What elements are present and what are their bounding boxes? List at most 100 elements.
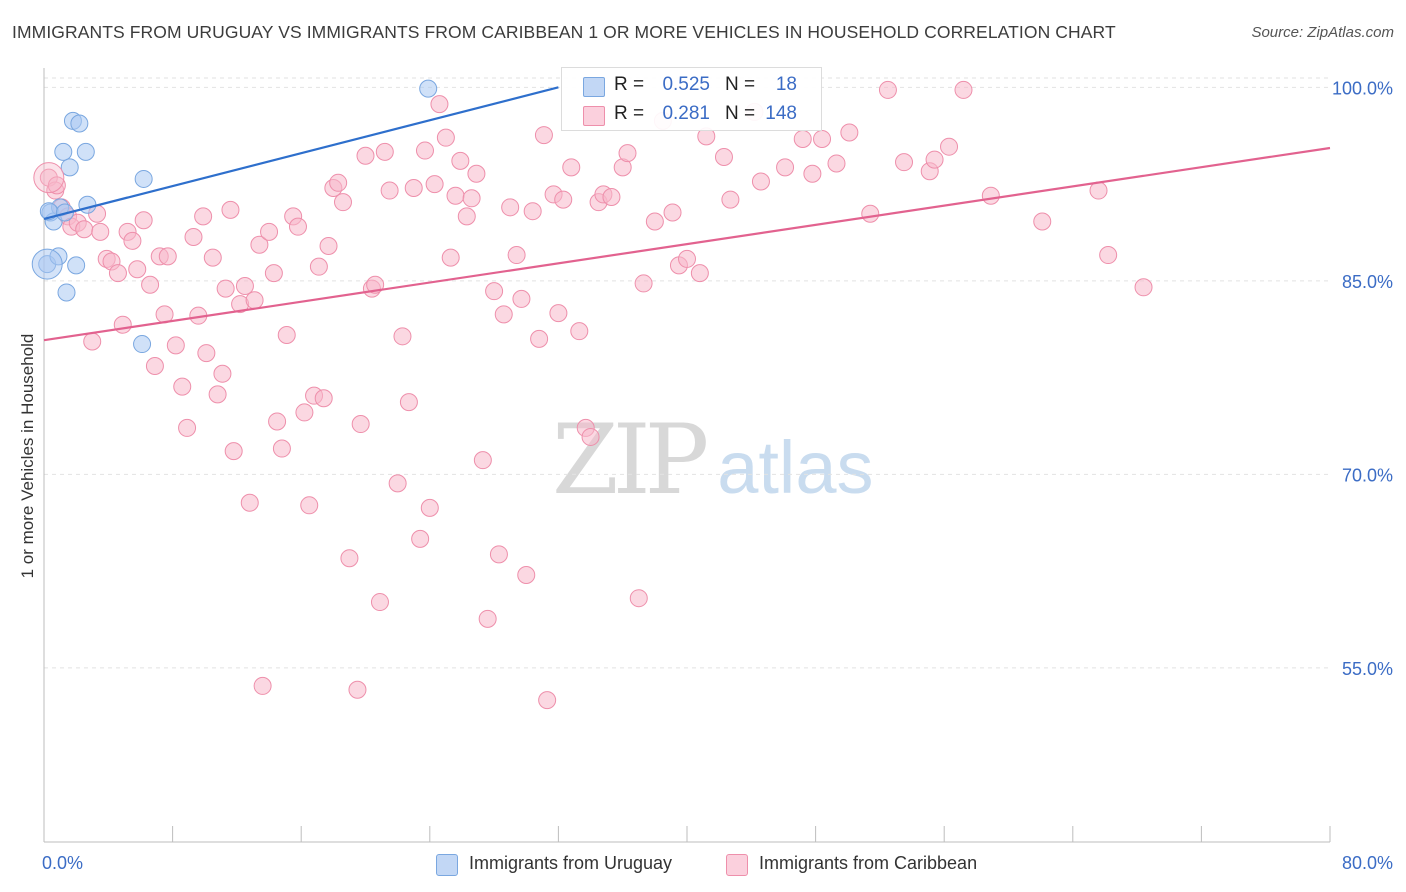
caribbean-point — [158, 247, 177, 266]
caribbean-point — [420, 498, 439, 517]
caribbean-point — [462, 189, 481, 208]
caribbean-legend-swatch — [726, 854, 748, 876]
y-tick-label: 55.0% — [1342, 659, 1393, 679]
r-label: R = — [614, 103, 645, 124]
caribbean-point — [348, 680, 367, 699]
uruguay-point — [54, 142, 73, 161]
caribbean-point — [91, 222, 110, 241]
caribbean-point — [340, 549, 359, 568]
r-label: R = — [614, 74, 645, 95]
caribbean-point — [128, 260, 147, 279]
caribbean-point — [194, 207, 213, 226]
stats-row-uruguay: R = 0.525 N = 18 — [562, 73, 821, 99]
chart-title: IMMIGRANTS FROM URUGUAY VS IMMIGRANTS FR… — [12, 22, 1116, 42]
caribbean-point — [485, 282, 504, 301]
caribbean-point — [221, 200, 240, 219]
caribbean-point — [751, 172, 770, 191]
caribbean-point — [507, 246, 526, 265]
caribbean-point — [861, 204, 880, 223]
caribbean-point — [245, 291, 264, 310]
caribbean-point — [108, 264, 127, 283]
caribbean-point — [173, 377, 192, 396]
caribbean-trend-line — [43, 146, 1331, 342]
caribbean-point — [253, 676, 272, 695]
legend-label: Immigrants from Caribbean — [759, 853, 978, 873]
caribbean-point — [446, 186, 465, 205]
caribbean-point — [478, 609, 497, 628]
caribbean-point — [776, 158, 795, 177]
caribbean-point — [224, 442, 243, 461]
n-value: 148 — [765, 103, 797, 124]
caribbean-point — [333, 193, 352, 212]
caribbean-point — [663, 203, 682, 222]
caribbean-point — [618, 144, 637, 163]
y-tick-label: 100.0% — [1332, 78, 1393, 98]
caribbean-point — [203, 248, 222, 267]
n-label: N = — [725, 103, 756, 124]
caribbean-point — [581, 427, 600, 446]
caribbean-point — [314, 389, 333, 408]
caribbean-point — [538, 691, 557, 710]
caribbean-point — [678, 249, 696, 268]
caribbean-point — [240, 493, 259, 512]
caribbean-point — [264, 264, 283, 283]
caribbean-point — [260, 222, 279, 241]
caribbean-point — [827, 154, 846, 173]
caribbean-point — [399, 393, 418, 412]
caribbean-point — [370, 593, 389, 612]
caribbean-point — [208, 385, 227, 404]
caribbean-point — [721, 190, 740, 209]
caribbean-point — [1033, 212, 1052, 231]
uruguay-point — [76, 142, 95, 161]
uruguay-point — [60, 158, 79, 177]
uruguay-trend-line — [43, 86, 559, 220]
caribbean-point — [415, 141, 434, 160]
caribbean-point — [197, 344, 216, 363]
uruguay-point — [31, 248, 63, 280]
caribbean-point — [457, 207, 476, 226]
caribbean-point — [213, 364, 232, 383]
caribbean-point — [375, 142, 394, 161]
y-tick-label: 85.0% — [1342, 272, 1393, 292]
uruguay-point — [134, 169, 153, 188]
caribbean-point — [178, 418, 197, 437]
caribbean-point — [629, 589, 648, 608]
caribbean-point — [47, 176, 66, 195]
caribbean-point — [494, 305, 513, 324]
caribbean-point — [425, 175, 444, 194]
caribbean-point — [467, 164, 486, 183]
caribbean-point — [954, 80, 973, 99]
caribbean-point — [134, 211, 153, 230]
caribbean-point — [714, 148, 733, 167]
caribbean-point — [166, 336, 185, 355]
caribbean-point — [441, 248, 460, 267]
caribbean-point — [562, 158, 581, 177]
caribbean-point — [501, 198, 520, 217]
caribbean-point — [634, 274, 653, 293]
uruguay-point — [133, 335, 152, 354]
caribbean-point — [235, 277, 254, 296]
source-credit: Source: ZipAtlas.com — [1251, 24, 1394, 41]
caribbean-point — [268, 412, 287, 431]
uruguay-point — [419, 79, 438, 98]
legend-label: Immigrants from Uruguay — [469, 853, 673, 873]
caribbean-point — [351, 415, 370, 434]
caribbean-point — [388, 474, 407, 493]
caribbean-point — [380, 181, 399, 200]
x-tick-label: 0.0% — [42, 853, 83, 873]
caribbean-point — [473, 451, 492, 470]
uruguay-point — [70, 114, 89, 133]
caribbean-point — [319, 237, 338, 256]
x-tick-label: 80.0% — [1342, 853, 1393, 873]
n-value: 18 — [775, 74, 797, 95]
caribbean-point — [534, 126, 553, 145]
caribbean-point — [1134, 278, 1153, 297]
caribbean-point — [925, 150, 944, 169]
caribbean-point — [940, 137, 959, 156]
caribbean-point — [554, 190, 573, 209]
caribbean-point — [549, 304, 568, 323]
caribbean-swatch — [583, 106, 605, 126]
caribbean-point — [517, 565, 536, 584]
caribbean-point — [602, 188, 621, 206]
